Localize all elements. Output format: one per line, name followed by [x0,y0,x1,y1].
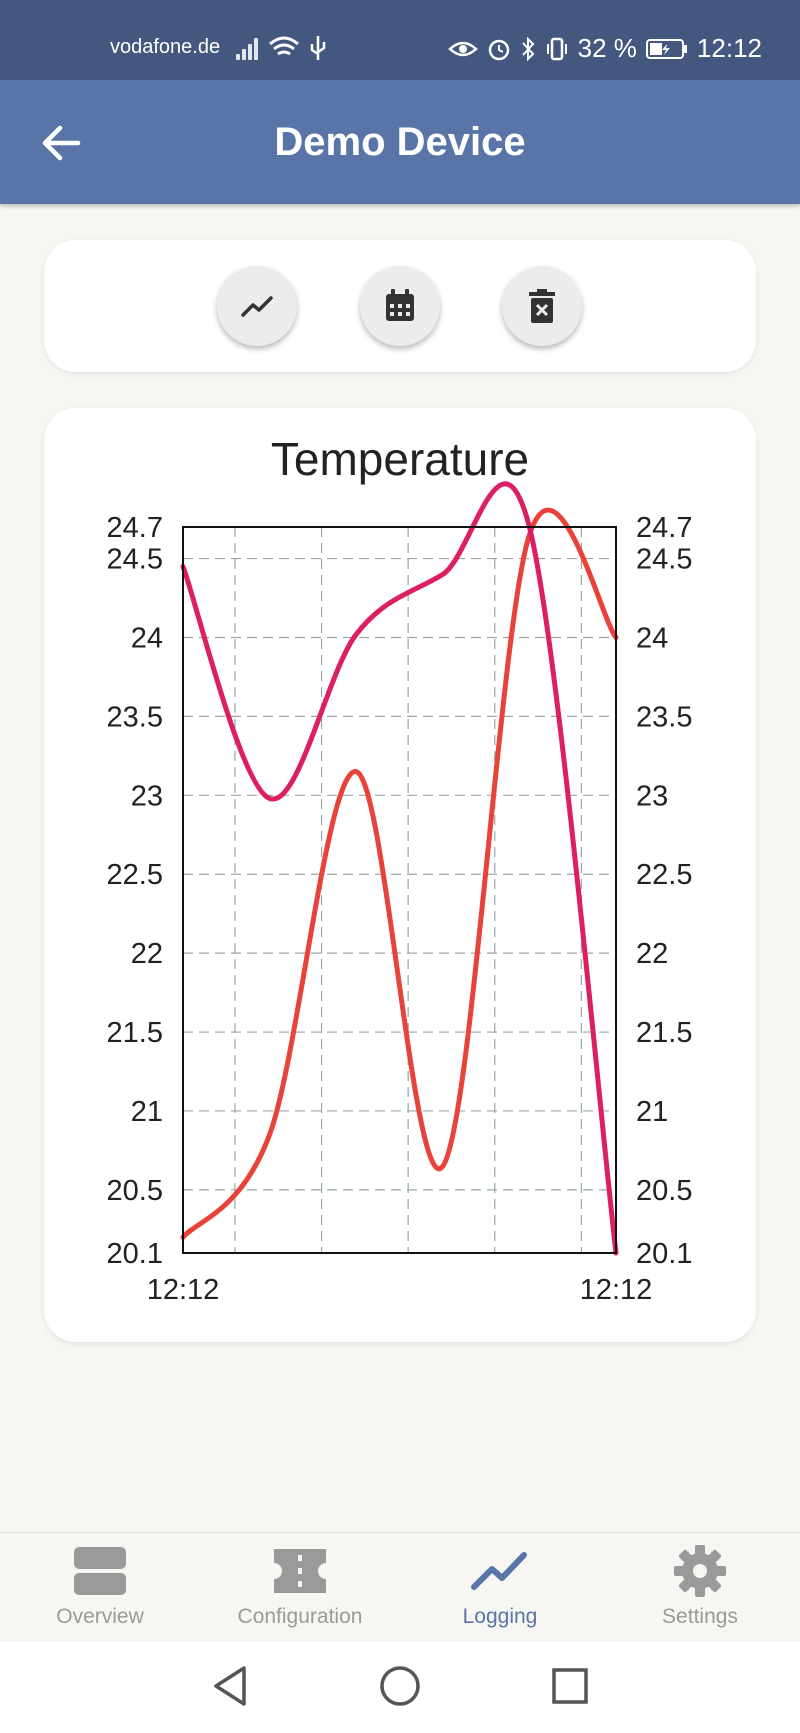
y-tick-label-right: 23 [636,780,668,812]
plot-frame [182,526,617,1254]
app-bar: Demo Device [0,80,800,204]
nav-label-logging: Logging [462,1605,538,1628]
y-tick-label-right: 22 [636,938,668,970]
page-title: Demo Device [274,120,526,164]
overview-icon [74,1547,126,1595]
home-circle-icon[interactable] [378,1664,422,1708]
status-left-icons [232,32,332,67]
wifi-icon [269,36,299,56]
calendar-button[interactable] [360,266,440,346]
y-tick-label-left: 22.5 [107,859,163,891]
series-line-2 [180,481,619,1256]
bluetooth-icon [521,36,535,61]
logging-actions-card [44,240,756,372]
nav-item-configuration[interactable]: Configuration [200,1543,400,1639]
carrier-name: vodafone.de [110,36,221,58]
y-tick-label-right: 21 [636,1096,668,1128]
usb-icon [310,36,326,60]
y-tick-label-left: 23 [131,780,163,812]
chart-line-icon [241,296,273,317]
y-tick-label-left: 21 [131,1096,163,1128]
battery-percent: 32 % [577,33,637,63]
y-tick-label-right: 20.5 [636,1175,692,1207]
chart-title: Temperature [270,433,530,485]
trash-icon [529,289,555,323]
y-tick-label-left: 22 [131,938,163,970]
delete-button[interactable] [502,266,582,346]
y-tick-label-right: 21.5 [636,1017,692,1049]
chart-line-icon [471,1552,527,1590]
nav-item-overview[interactable]: Overview [0,1543,200,1639]
y-tick-label-left: 21.5 [107,1017,163,1049]
nav-label-settings: Settings [662,1605,738,1628]
nav-label-configuration: Configuration [237,1605,363,1628]
y-tick-label-left: 20.5 [107,1175,163,1207]
nav-item-settings[interactable]: Settings [600,1543,800,1639]
bottom-navigation: Overview Configuration Logging [0,1532,800,1643]
arrow-left-icon [42,125,81,161]
calendar-icon [386,289,414,321]
status-time: 12:12 [696,33,762,63]
x-tick-label-end: 12:12 [580,1274,653,1306]
y-tick-label-right: 24 [636,622,668,654]
status-right: 32 % 12:12 [447,33,762,64]
back-button[interactable] [38,120,84,166]
y-tick-label-left: 20.1 [107,1238,163,1270]
temperature-chart-card: Temperature 24.7 24.7 24.5 24.5 24 24 23.5 23.5… [44,408,756,1342]
back-triangle-icon[interactable] [210,1664,250,1708]
y-tick-label-left: 23.5 [107,701,163,733]
y-tick-label-right: 23.5 [636,701,692,733]
y-tick-label-right: 20.1 [636,1238,692,1270]
nav-label-overview: Overview [56,1605,144,1628]
system-navigation-bar [0,1642,800,1733]
y-tick-label-left: 24.5 [107,544,163,576]
y-tick-label-left: 24 [131,622,163,654]
x-tick-label-start: 12:12 [147,1274,220,1306]
y-tick-label-right: 24.7 [636,512,692,544]
signal-icon [236,38,258,60]
y-tick-label-left: 24.7 [107,512,163,544]
status-bar: vodafone.de [0,0,800,80]
eye-icon [447,41,478,56]
gear-icon [674,1545,726,1597]
y-tick-label-right: 24.5 [636,544,692,576]
alarm-icon [488,39,509,60]
recents-square-icon[interactable] [550,1664,590,1708]
battery-icon [645,38,687,59]
vibrate-icon [546,37,567,60]
y-tick-label-right: 22.5 [636,859,692,891]
chart-button[interactable] [217,266,297,346]
nav-item-logging[interactable]: Logging [400,1543,600,1639]
ticket-icon [274,1549,326,1593]
